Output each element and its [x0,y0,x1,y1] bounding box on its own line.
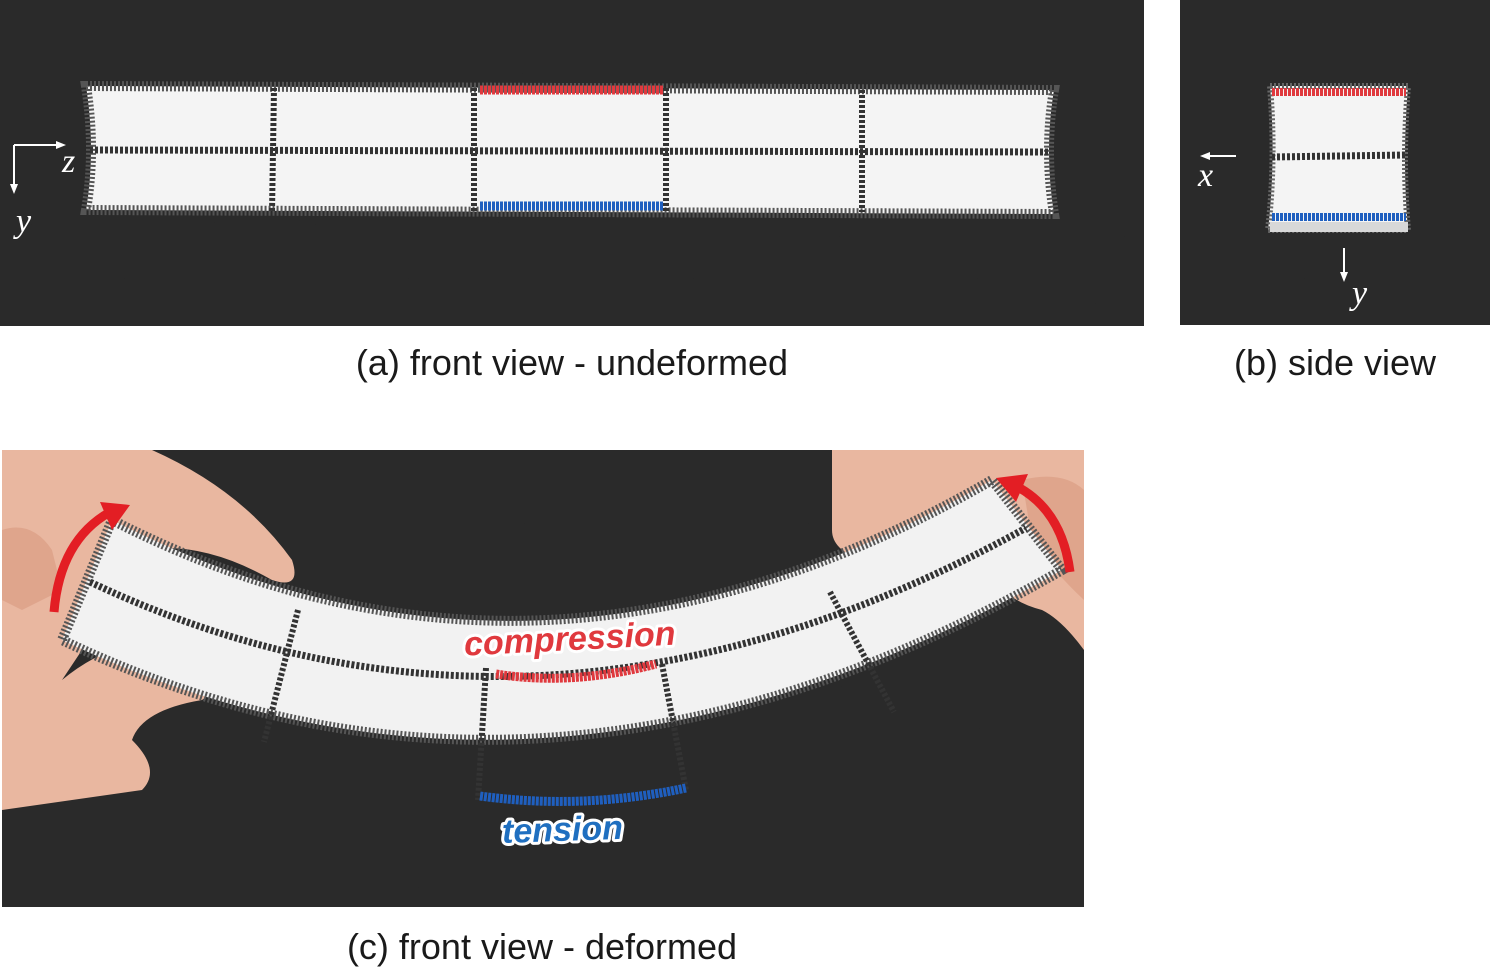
axis-label-y-side: y [1349,275,1368,312]
compression-marker-deformed [495,659,658,683]
axis-label-z: z [61,143,75,180]
front-view-deformed-photo: compression tension [2,450,1084,907]
front-view-undeformed-photo: z y [0,0,1144,326]
caption-front-view-undeformed: (a) front view - undeformed [355,342,789,383]
caption-side-view: (b) side view [1233,342,1437,383]
rotation-arrow-left [49,502,130,613]
tension-label: tension [501,809,623,851]
axis-label-x: x [1197,157,1213,194]
axis-label-y-front: y [13,203,32,240]
bent-foam-beam [55,473,1070,806]
foam-beam [80,80,1060,220]
tension-marker-deformed [479,783,687,806]
caption-front-view-deformed: (c) front view - deformed [346,926,738,967]
foam-cross-section [1264,83,1412,233]
axis-triad-side [1200,152,1348,282]
axis-triad-front [10,141,66,194]
rotation-arrow-right [996,474,1075,573]
side-view-photo: x y [1180,0,1490,325]
